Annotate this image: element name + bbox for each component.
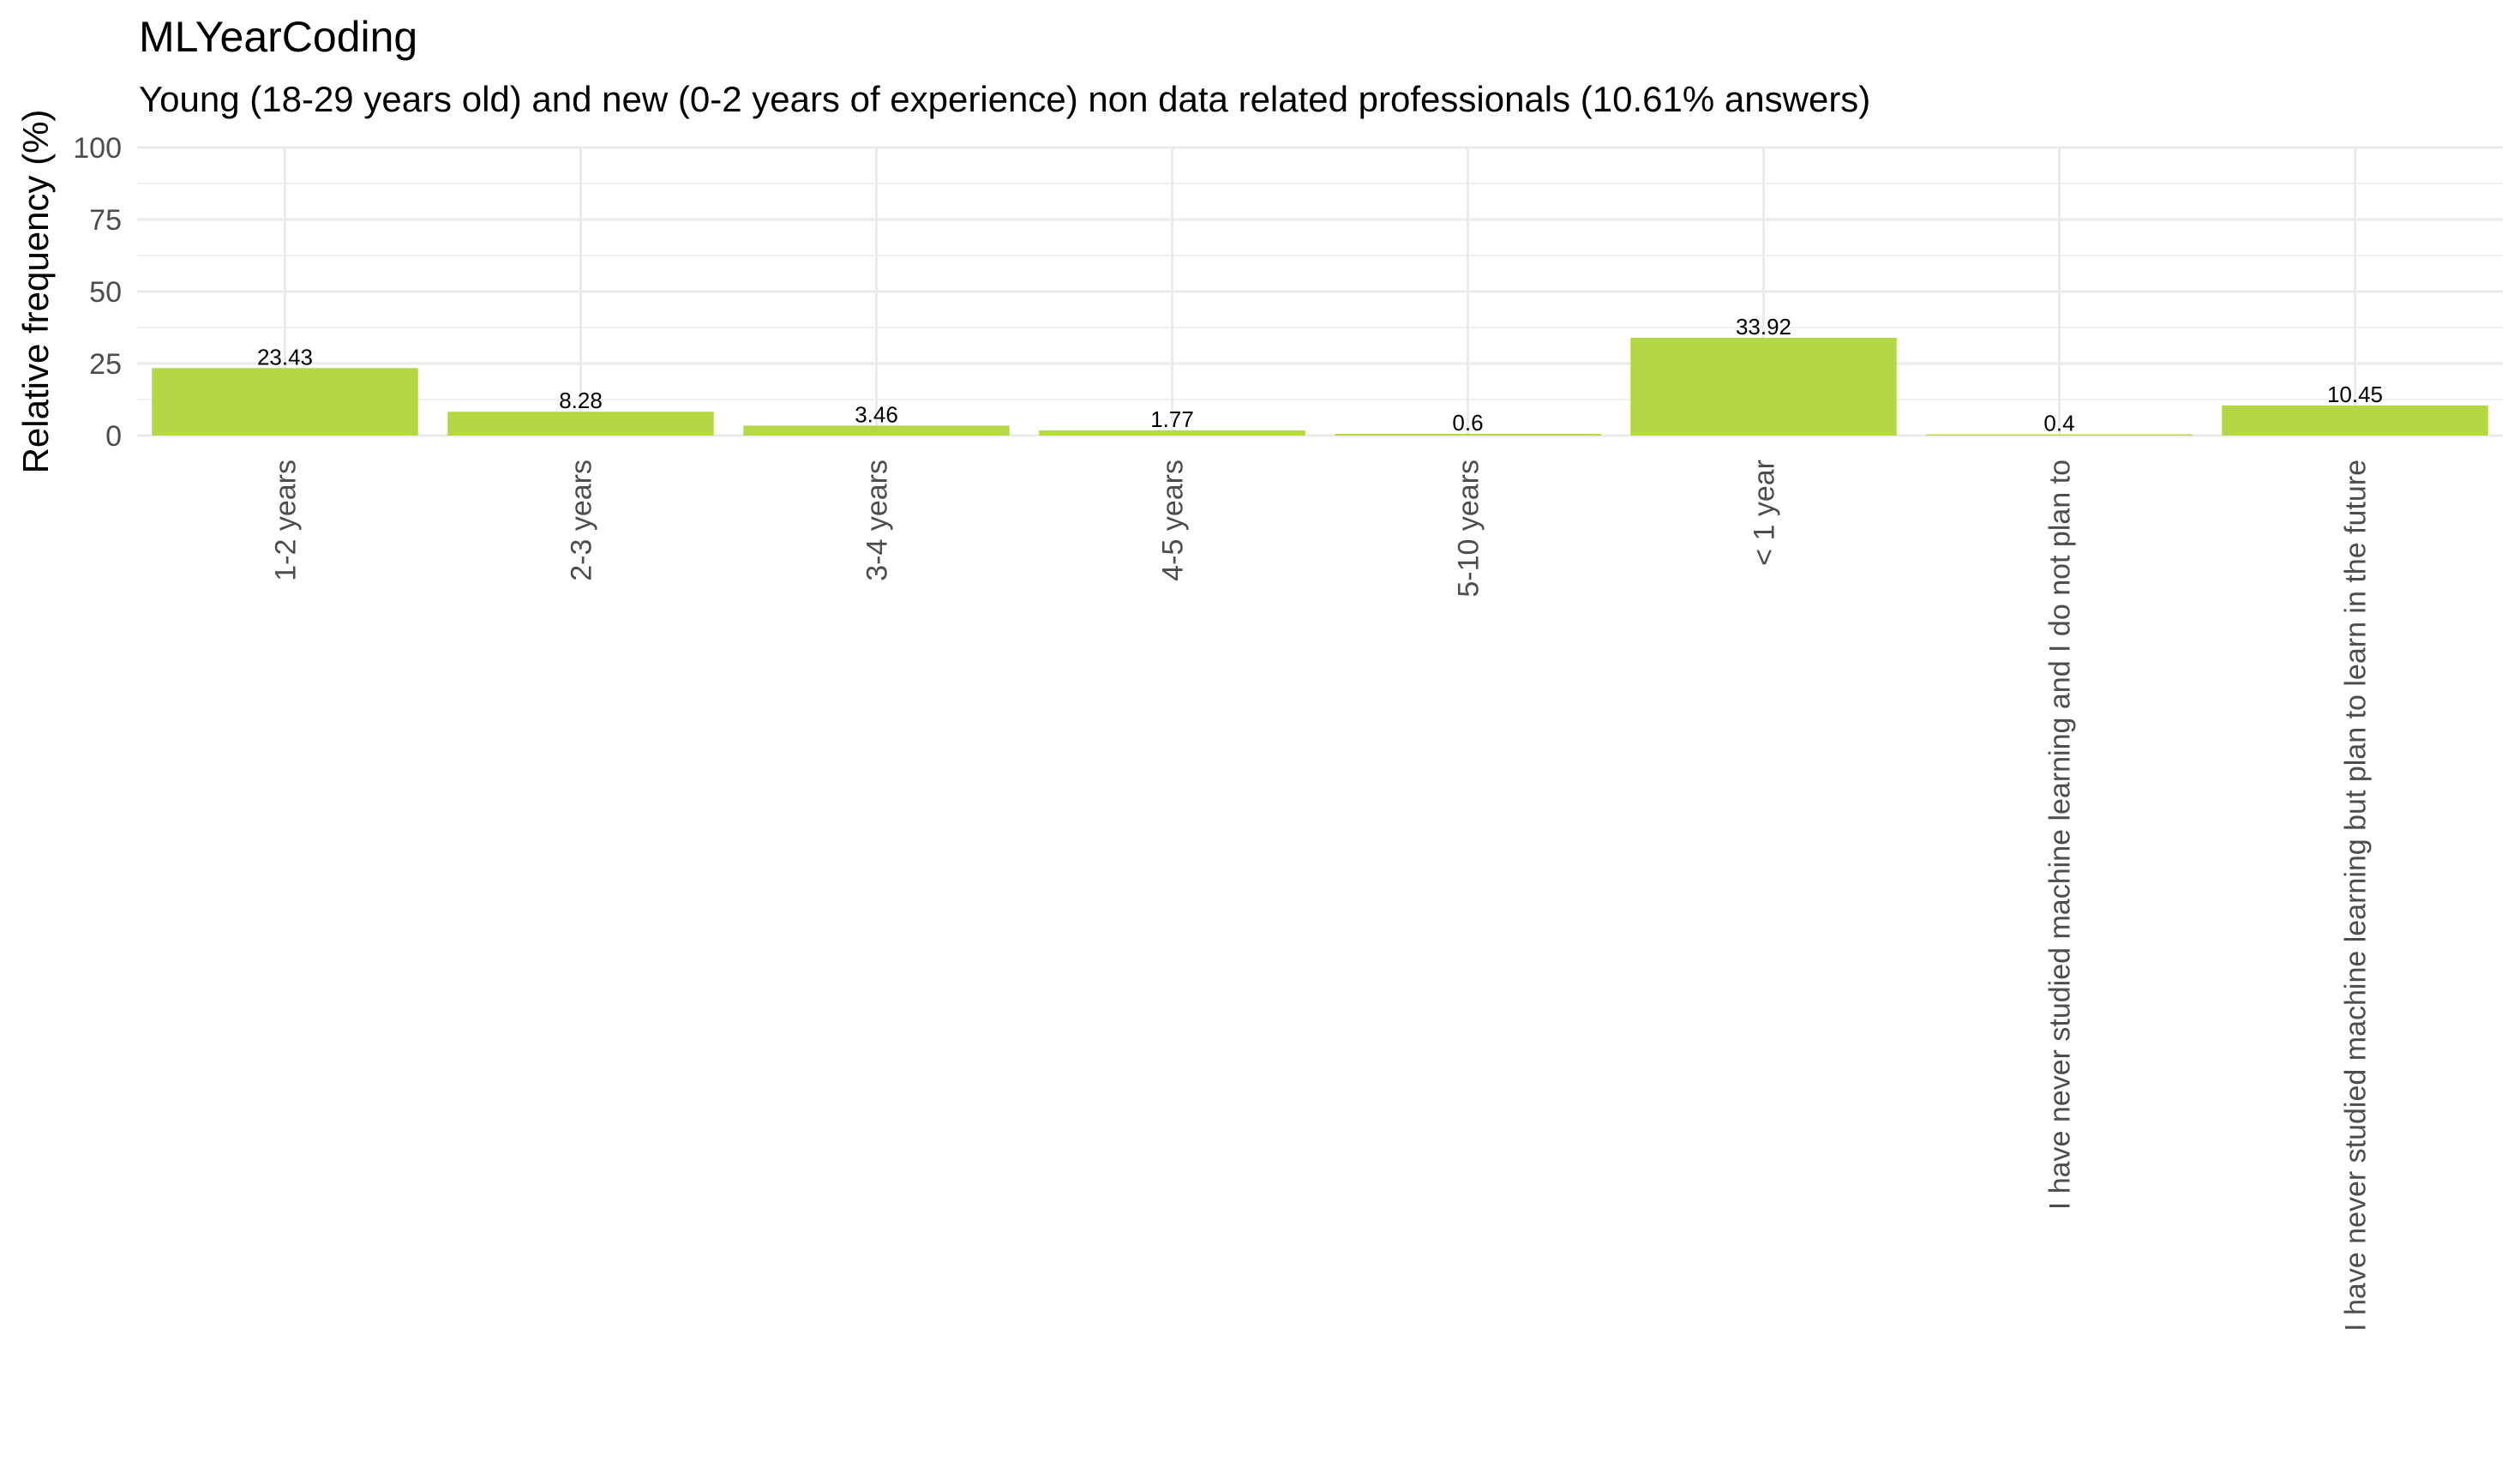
x-tick-label: 4-5 years [1157, 460, 1190, 581]
grid-lines [137, 146, 2503, 437]
y-tick-label: 0 [105, 420, 122, 453]
chart-subtitle: Young (18-29 years old) and new (0-2 yea… [139, 79, 1870, 119]
y-axis-ticks: 0 25 50 75 100 [73, 132, 122, 453]
x-tick-label: I have never studied machine learning bu… [2340, 460, 2373, 1332]
data-label: 33.92 [1736, 314, 1791, 340]
y-tick-label: 50 [89, 276, 122, 309]
y-tick-label: 75 [89, 204, 122, 237]
bar [743, 425, 1010, 436]
bar [1039, 430, 1305, 436]
bar [447, 412, 714, 436]
data-label: 0.6 [1452, 410, 1483, 436]
data-label: 3.46 [855, 401, 898, 427]
y-axis-label: Relative frequency (%) [15, 110, 56, 474]
bar [1335, 433, 1601, 436]
bar [1926, 434, 2193, 436]
data-label: 10.45 [2327, 382, 2383, 407]
x-axis-ticks: 1-2 years 2-3 years 3-4 years 4-5 years 5-10… [270, 460, 2373, 1332]
chart-title: MLYearCoding [139, 13, 417, 61]
bar [152, 368, 418, 436]
data-label: 1.77 [1150, 406, 1194, 432]
x-tick-label: I have never studied machine learning an… [2044, 460, 2077, 1210]
bar [2222, 405, 2488, 436]
data-labels: 23.43 8.28 3.46 1.77 0.6 33.92 0.4 10.45 [257, 314, 2383, 436]
data-label: 23.43 [257, 344, 313, 370]
x-tick-label: 5-10 years [1453, 460, 1485, 598]
x-tick-label: 3-4 years [861, 460, 894, 581]
x-tick-label: < 1 year [1749, 460, 1781, 566]
x-tick-label: 2-3 years [566, 460, 598, 581]
y-tick-label: 100 [73, 132, 122, 165]
x-tick-label: 1-2 years [270, 460, 303, 581]
data-label: 0.4 [2043, 411, 2074, 436]
bar [1630, 338, 1897, 436]
y-tick-label: 25 [89, 348, 122, 381]
bars [152, 338, 2488, 436]
data-label: 8.28 [559, 388, 603, 413]
